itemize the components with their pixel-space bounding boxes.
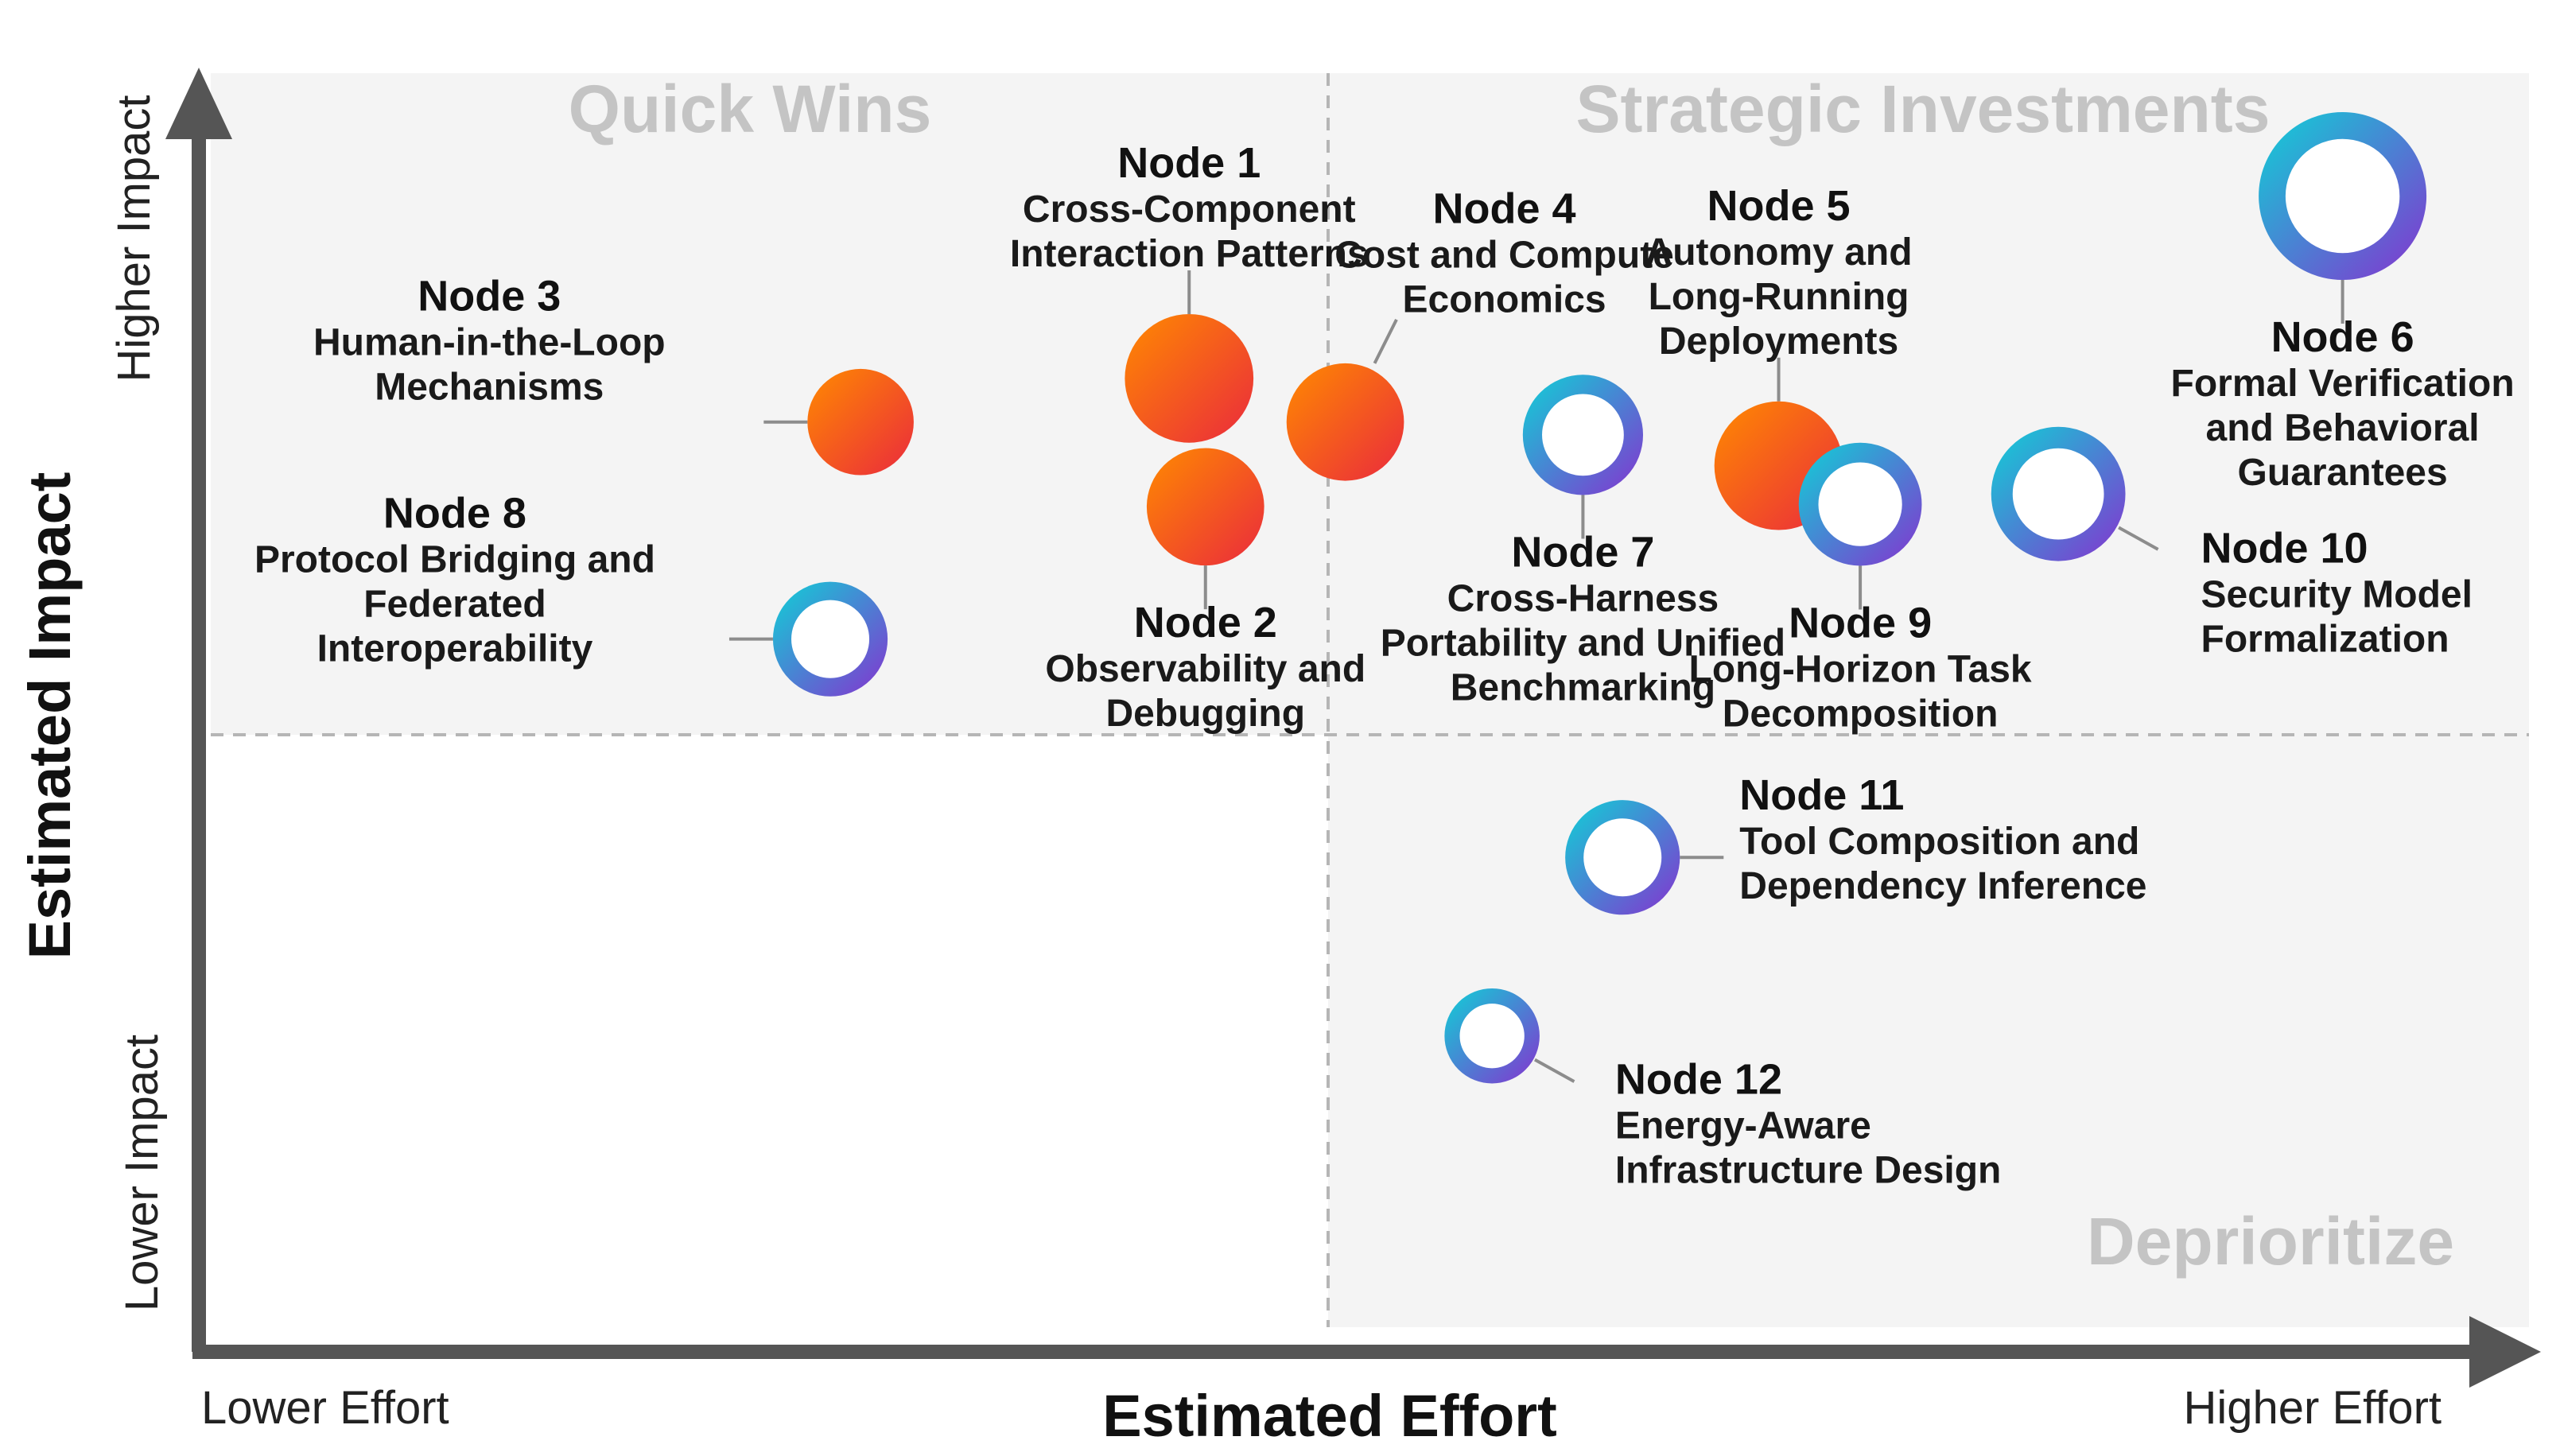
point-desc-n12-1: Infrastructure Design [1615, 1150, 2001, 1192]
point-name-n2: Node 2 [1134, 599, 1277, 646]
leader-line-n10 [2118, 526, 2159, 551]
point-desc-n8-0: Protocol Bridging and [254, 539, 655, 581]
quadrant-label-quick-wins: Quick Wins [569, 72, 932, 146]
y-axis-low-label: Lower Impact [116, 1035, 168, 1311]
quadrant-label-strategic: Strategic Investments [1576, 72, 2271, 146]
point-desc-n1-0: Cross-Component [1023, 188, 1356, 231]
marker-n3 [807, 368, 914, 476]
marker-n6 [2259, 112, 2427, 280]
point-name-n9: Node 9 [1789, 599, 1932, 646]
x-axis-label: Estimated Effort [1102, 1383, 1557, 1449]
marker-n12 [1444, 988, 1540, 1084]
marker-n2 [1146, 448, 1264, 566]
point-name-n10: Node 10 [2201, 525, 2368, 573]
point-desc-n11-0: Tool Composition and [1739, 821, 2139, 863]
point-desc-n10-0: Security Model [2201, 574, 2473, 616]
point-desc-n7-1: Portability and Unified [1381, 622, 1785, 664]
point-desc-n8-1: Federated [363, 584, 546, 626]
marker-n8 [772, 581, 888, 697]
point-desc-n5-1: Long-Running [1649, 276, 1909, 318]
point-desc-n4-1: Economics [1403, 279, 1606, 321]
point-desc-n11-1: Dependency Inference [1739, 865, 2146, 907]
point-desc-n5-2: Deployments [1659, 320, 1898, 363]
marker-n11 [1565, 800, 1680, 915]
y-axis-label: Estimated Impact [17, 472, 83, 960]
x-axis-high-label: Higher Effort [2183, 1382, 2442, 1434]
y-axis-arrowhead [165, 68, 232, 139]
point-desc-n6-0: Formal Verification [2171, 363, 2515, 405]
point-desc-n4-0: Cost and Compute [1334, 235, 1674, 277]
quadrant-label-deprioritize: Deprioritize [2087, 1204, 2454, 1279]
point-desc-n5-0: Autonomy and [1645, 231, 1913, 274]
point-desc-n7-0: Cross-Harness [1447, 577, 1719, 619]
point-name-n5: Node 5 [1707, 182, 1851, 230]
point-name-n3: Node 3 [418, 273, 561, 320]
point-desc-n1-1: Interaction Patterns [1010, 233, 1369, 275]
marker-n9 [1798, 442, 1922, 566]
point-desc-n12-0: Energy-Aware [1615, 1105, 1871, 1147]
marker-n4 [1286, 363, 1404, 481]
point-name-n6: Node 6 [2271, 313, 2414, 361]
point-desc-n7-2: Benchmarking [1451, 666, 1715, 709]
point-desc-n2-0: Observability and [1045, 648, 1365, 690]
data-markers [772, 112, 2427, 1084]
y-axis-high-label: Higher Impact [108, 95, 160, 382]
point-desc-n10-1: Formalization [2201, 619, 2449, 661]
marker-n1 [1125, 313, 1254, 443]
x-axis-arrowhead [2469, 1316, 2541, 1388]
point-desc-n3-0: Human-in-the-Loop [313, 322, 666, 364]
leader-lines [728, 270, 2344, 1083]
point-name-n7: Node 7 [1511, 528, 1654, 576]
leader-line-n4 [1373, 319, 1398, 364]
point-name-n1: Node 1 [1117, 139, 1261, 187]
point-name-n4: Node 4 [1433, 185, 1576, 233]
point-name-n8: Node 8 [383, 490, 526, 538]
point-desc-n2-1: Debugging [1105, 693, 1305, 735]
point-desc-n6-2: Guarantees [2238, 452, 2448, 494]
point-desc-n9-1: Decomposition [1723, 693, 1999, 735]
point-desc-n3-1: Mechanisms [375, 367, 604, 409]
marker-n10 [1991, 426, 2126, 561]
point-desc-n6-1: and Behavioral [2206, 407, 2480, 449]
point-name-n12: Node 12 [1615, 1056, 1782, 1104]
marker-n7 [1522, 375, 1644, 495]
x-axis-low-label: Lower Effort [201, 1382, 449, 1434]
point-desc-n8-2: Interoperability [317, 628, 593, 670]
leader-line-n12 [1533, 1058, 1575, 1083]
point-name-n11: Node 11 [1739, 771, 1904, 819]
point-desc-n9-0: Long-Horizon Task [1689, 648, 2032, 690]
